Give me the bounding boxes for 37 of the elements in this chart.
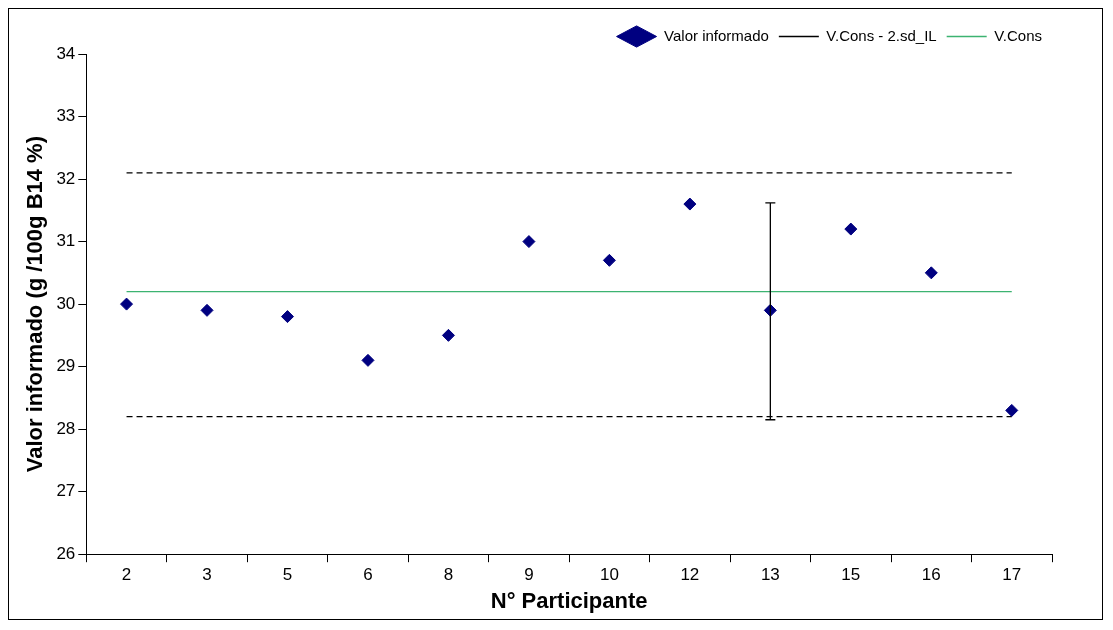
x-tick-label: 3 — [202, 565, 212, 585]
y-tick-label: 31 — [56, 231, 76, 251]
x-tick-label: 5 — [282, 565, 293, 585]
point — [200, 303, 214, 317]
x-tick-label: 9 — [524, 565, 534, 585]
point — [844, 222, 858, 236]
point — [522, 235, 536, 249]
x-tick-label: 16 — [921, 565, 941, 585]
x-tick-label: 13 — [760, 565, 780, 585]
x-tick-label: 12 — [680, 565, 700, 585]
x-tick-label: 6 — [363, 565, 373, 585]
x-axis-title: N° Participante — [490, 587, 648, 613]
point — [281, 310, 294, 324]
point — [441, 328, 455, 342]
point — [1005, 403, 1019, 417]
x-tick-label: 2 — [121, 565, 132, 585]
y-tick-label: 33 — [56, 106, 76, 126]
point — [683, 197, 697, 211]
x-tick-label: 17 — [1002, 565, 1022, 585]
y-tick-label: 34 — [56, 43, 76, 63]
point — [361, 353, 375, 367]
x-tick-label: 15 — [841, 565, 861, 585]
y-tick-label: 28 — [56, 418, 76, 438]
y-tick-label: 27 — [56, 481, 76, 501]
y-tick-label: 32 — [56, 168, 76, 188]
y-tick-label: 26 — [56, 543, 76, 563]
legend-label: Valor informado — [664, 26, 769, 44]
legend-label: V.Cons — [994, 26, 1042, 44]
legend-label: V.Cons - 2.sd_IL — [826, 26, 937, 44]
point — [120, 297, 134, 311]
y-axis-title: Valor informado (g /100g B14 %) — [22, 136, 48, 473]
x-tick-label: 8 — [443, 565, 454, 585]
x-tick-label: 10 — [599, 565, 619, 585]
point — [924, 266, 938, 280]
y-tick-label: 29 — [56, 356, 76, 376]
point — [602, 253, 616, 267]
y-tick-label: 30 — [56, 293, 76, 313]
